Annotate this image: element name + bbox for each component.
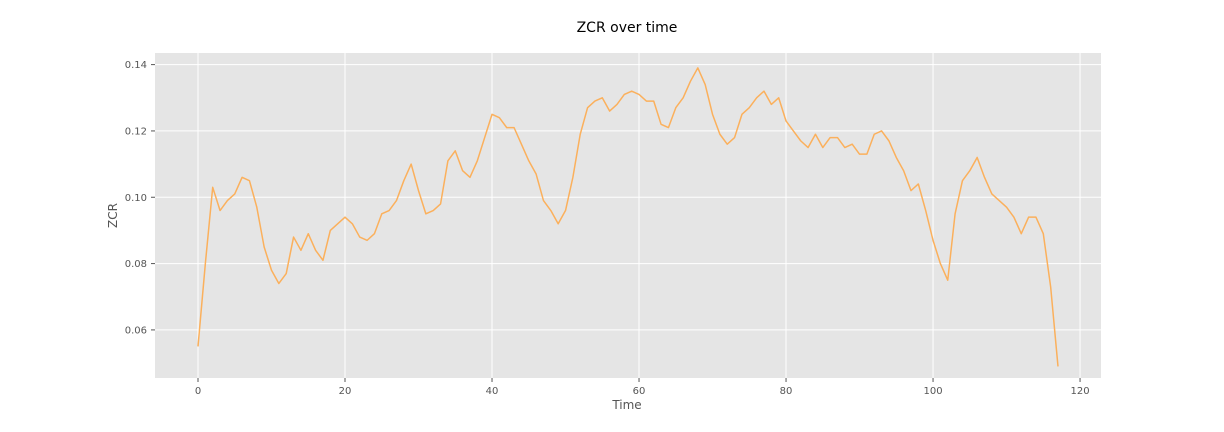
x-tick-label: 20 [339, 386, 352, 397]
x-tick-label: 0 [195, 386, 201, 397]
series-lines [197, 67, 1059, 367]
zcr-series-line [197, 67, 1059, 367]
x-tick-label: 60 [633, 386, 646, 397]
y-tick-label: 0.08 [125, 259, 147, 270]
y-axis-label: ZCR [106, 203, 120, 228]
x-tick-label: 100 [923, 386, 942, 397]
x-tick-label: 40 [486, 386, 499, 397]
chart-title: ZCR over time [577, 20, 678, 36]
grid-lines [155, 53, 1101, 378]
x-axis: 0 20 40 60 80 100 120 [195, 378, 1090, 397]
y-tick-label: 0.06 [125, 325, 147, 336]
x-axis-label: Time [611, 398, 641, 412]
x-tick-label: 120 [1071, 386, 1090, 397]
plot-area [155, 53, 1101, 378]
y-tick-label: 0.10 [125, 193, 147, 204]
y-tick-label: 0.14 [125, 60, 147, 71]
y-tick-label: 0.12 [125, 126, 147, 137]
y-axis: 0.06 0.08 0.10 0.12 0.14 [125, 60, 155, 336]
x-tick-label: 80 [780, 386, 793, 397]
